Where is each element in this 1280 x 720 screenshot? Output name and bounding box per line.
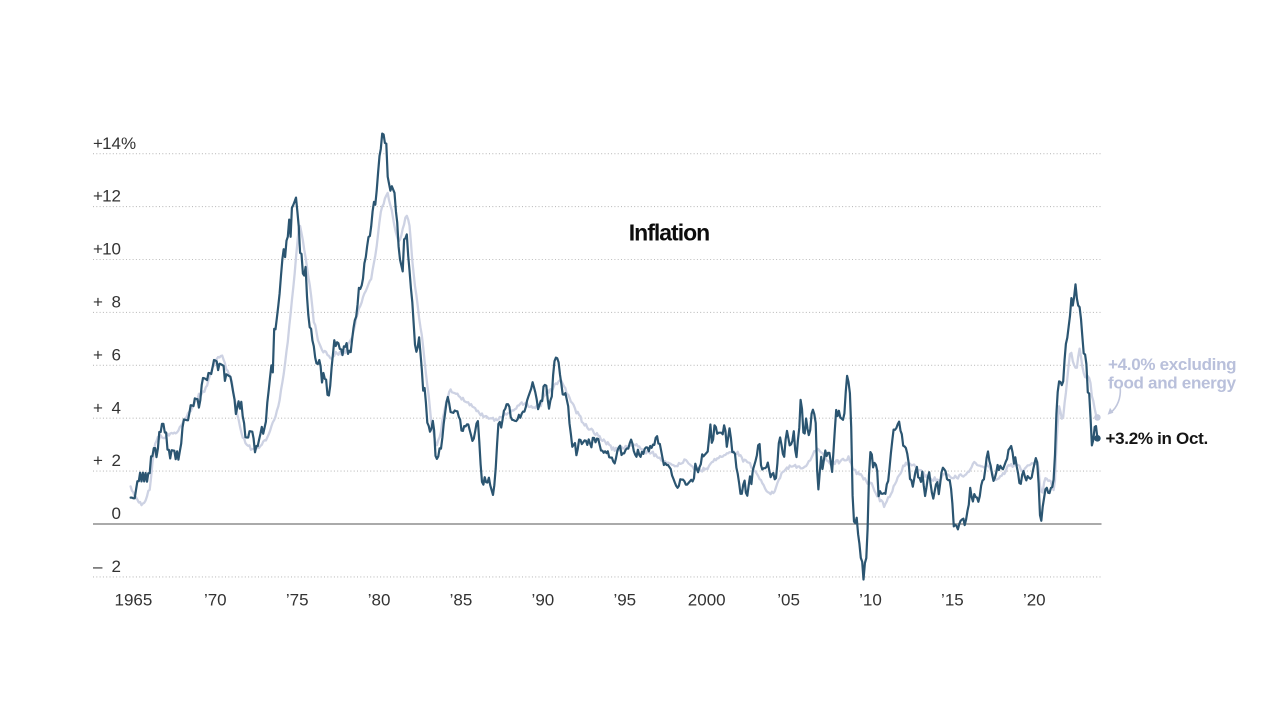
svg-text:’75: ’75 <box>286 591 309 610</box>
svg-text:6: 6 <box>112 345 121 364</box>
svg-text:8: 8 <box>112 293 121 312</box>
svg-text:12: 12 <box>102 187 121 206</box>
svg-text:’70: ’70 <box>204 591 227 610</box>
svg-text:Inflation: Inflation <box>629 219 709 245</box>
svg-text:’15: ’15 <box>941 591 964 610</box>
svg-text:2: 2 <box>112 557 121 576</box>
svg-text:+4.0% excluding: +4.0% excluding <box>1108 355 1236 374</box>
svg-text:1965: 1965 <box>114 591 152 610</box>
svg-text:0: 0 <box>112 504 121 523</box>
svg-text:’05: ’05 <box>777 591 800 610</box>
svg-text:+3.2% in Oct.: +3.2% in Oct. <box>1106 429 1208 448</box>
svg-text:10: 10 <box>102 240 121 259</box>
svg-text:2000: 2000 <box>688 591 726 610</box>
svg-text:+: + <box>93 187 103 206</box>
svg-text:’85: ’85 <box>450 591 473 610</box>
svg-text:14: 14 <box>102 134 121 153</box>
svg-text:+: + <box>93 293 103 312</box>
svg-text:’20: ’20 <box>1023 591 1046 610</box>
svg-text:’95: ’95 <box>613 591 636 610</box>
svg-text:’80: ’80 <box>368 591 391 610</box>
svg-text:+: + <box>93 398 103 417</box>
svg-text:+: + <box>93 345 103 364</box>
svg-text:+: + <box>93 240 103 259</box>
svg-text:’10: ’10 <box>859 591 882 610</box>
svg-text:+: + <box>93 134 103 153</box>
svg-text:’90: ’90 <box>532 591 555 610</box>
svg-text:4: 4 <box>112 398 121 417</box>
svg-text:food and energy: food and energy <box>1108 374 1237 393</box>
svg-text:–: – <box>93 557 103 576</box>
svg-text:%: % <box>121 134 136 153</box>
svg-text:+: + <box>93 451 103 470</box>
svg-text:2: 2 <box>112 451 121 470</box>
